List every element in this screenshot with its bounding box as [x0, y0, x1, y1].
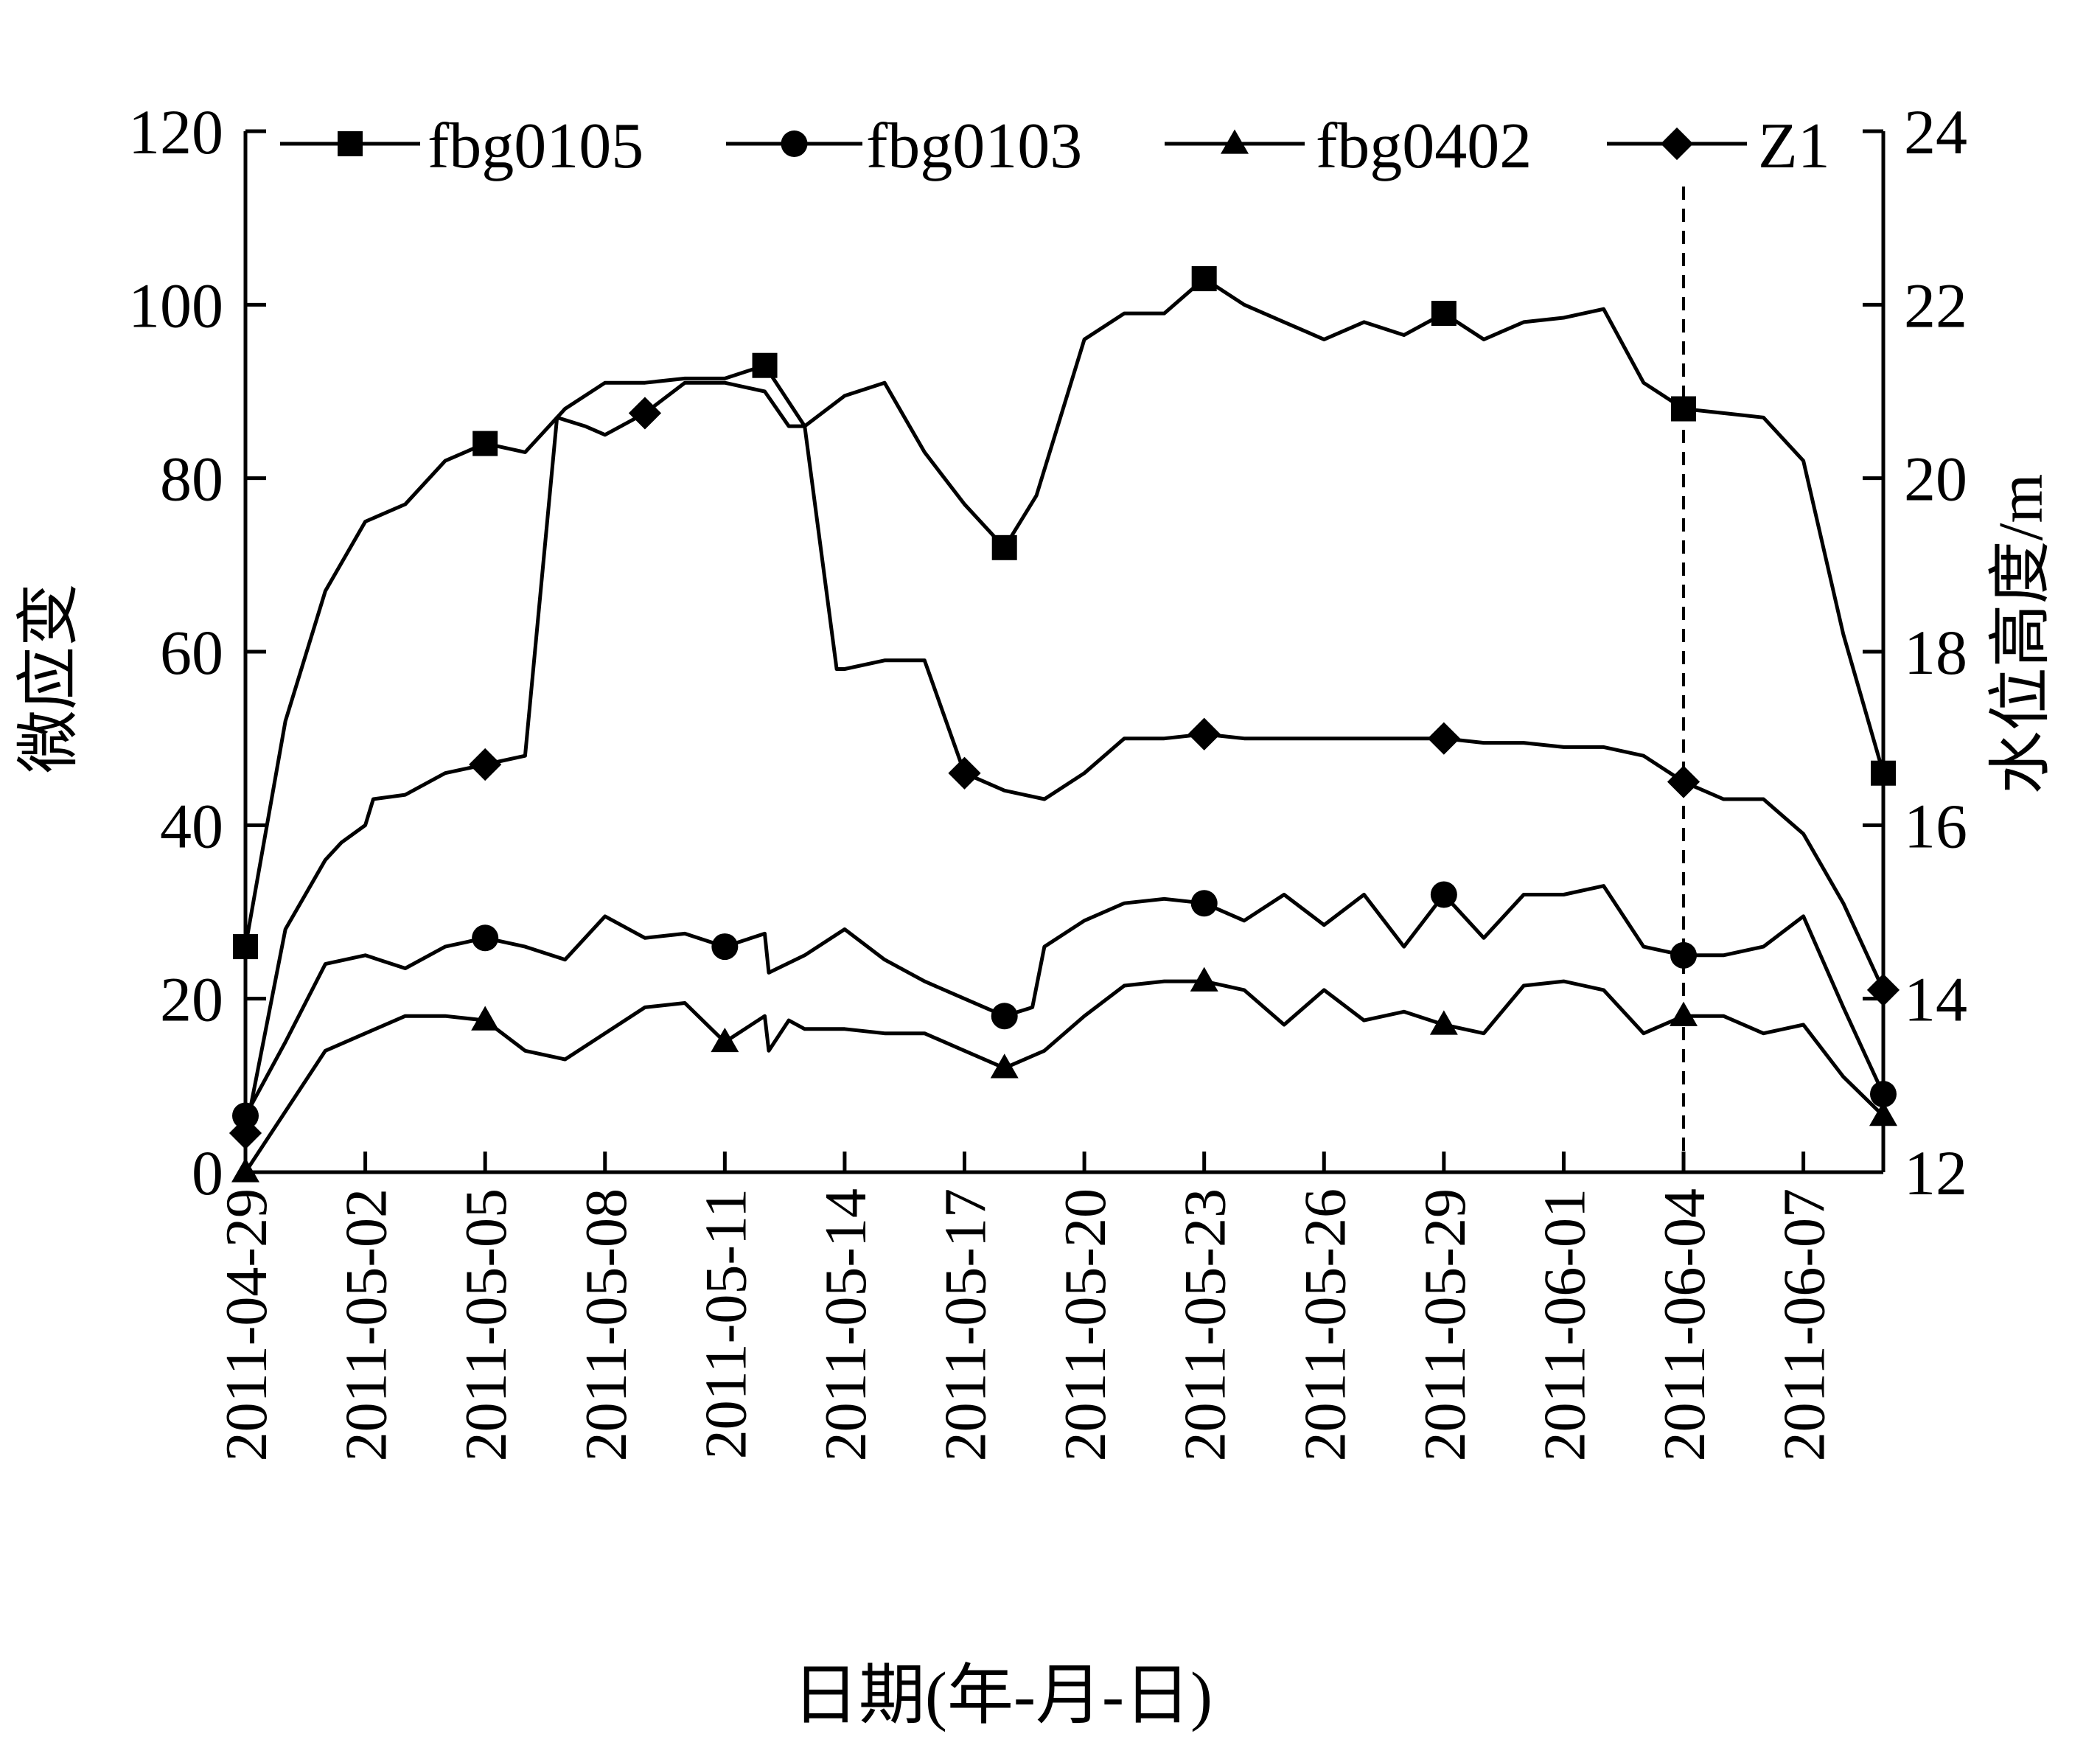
y2-tick-label: 20: [1904, 444, 1967, 515]
y-tick-label: 80: [160, 444, 223, 515]
series-layer: [229, 266, 1900, 1183]
legend-marker-Z1: [1660, 127, 1694, 161]
data-point-fbg0402: [1670, 1001, 1698, 1026]
x-tick-label: 2011-05-23: [1173, 1188, 1238, 1461]
data-point-fbg0402: [711, 1027, 739, 1053]
legend-label-fbg0402: fbg0402: [1316, 111, 1532, 182]
y-axis-label: 微应变: [13, 583, 84, 773]
y-tick-label: 120: [128, 97, 223, 167]
x-tick-label: 2011-05-29: [1413, 1188, 1478, 1461]
data-point-Z1: [469, 748, 502, 781]
y-tick-label: 0: [192, 1138, 223, 1208]
data-point-fbg0105: [1431, 301, 1457, 327]
x-tick-label: 2011-05-11: [694, 1188, 758, 1459]
data-point-fbg0103: [1870, 1081, 1897, 1108]
data-point-fbg0402: [990, 1053, 1019, 1079]
data-point-fbg0103: [1190, 890, 1218, 917]
data-point-fbg0105: [1871, 760, 1896, 786]
y2-tick-label: 22: [1904, 270, 1967, 341]
data-point-fbg0103: [1670, 941, 1698, 969]
x-tick-label: 2011-05-08: [574, 1188, 639, 1461]
data-point-fbg0402: [231, 1157, 259, 1183]
y2-axis-label: 水位高度/m: [1985, 474, 2056, 795]
legend-marker-fbg0402: [1221, 129, 1249, 154]
data-point-fbg0105: [752, 352, 778, 378]
x-tick-label: 2011-05-14: [814, 1188, 879, 1461]
x-tick-label: 2011-06-07: [1773, 1188, 1838, 1461]
data-point-fbg0105: [233, 934, 258, 960]
series-line-fbg0103: [243, 884, 1886, 1117]
x-tick-label: 2011-05-26: [1293, 1188, 1358, 1461]
y-tick-label: 40: [160, 790, 223, 861]
axes-layer: 0 20 40 60 80 100 120 12 14 16 18 20 22 24 2011-04-29 2…: [128, 97, 1967, 1461]
x-tick-label: 2011-04-29: [214, 1188, 279, 1461]
x-tick-label: 2011-06-04: [1653, 1188, 1717, 1461]
x-tick-label: 2011-05-02: [335, 1188, 400, 1461]
x-tick-label: 2011-06-01: [1532, 1188, 1597, 1461]
data-point-fbg0402: [1869, 1101, 1897, 1126]
data-point-Z1: [1866, 973, 1900, 1006]
y-tick-label: 60: [160, 617, 223, 688]
y-tick-label: 100: [128, 270, 223, 341]
data-point-fbg0105: [472, 431, 498, 456]
data-point-fbg0103: [991, 1003, 1018, 1030]
legend-marker-fbg0105: [338, 131, 363, 156]
y2-tick-label: 14: [1904, 964, 1967, 1035]
y2-tick-label: 24: [1904, 97, 1967, 167]
legend-label-fbg0105: fbg0105: [428, 111, 643, 182]
legend-label-Z1: Z1: [1758, 111, 1830, 182]
data-point-fbg0402: [1190, 966, 1218, 992]
x-tick-label: 2011-05-17: [934, 1188, 999, 1461]
series-line-fbg0402: [243, 979, 1885, 1174]
data-point-fbg0103: [711, 933, 739, 961]
y2-tick-label: 16: [1904, 790, 1967, 861]
legend-marker-fbg0103: [781, 130, 808, 157]
data-point-Z1: [1427, 722, 1460, 755]
x-tick-label: 2011-05-20: [1053, 1188, 1118, 1461]
data-point-fbg0103: [472, 924, 499, 952]
legend-label-fbg0103: fbg0103: [866, 111, 1082, 182]
data-point-Z1: [628, 397, 662, 430]
y2-tick-label: 18: [1904, 617, 1967, 688]
data-point-fbg0103: [232, 1102, 259, 1129]
data-point-fbg0402: [1429, 1010, 1458, 1035]
x-axis-label: 日期(年-月-日): [792, 1659, 1213, 1732]
data-point-fbg0402: [471, 1006, 500, 1031]
y-tick-label: 20: [160, 964, 223, 1035]
data-point-fbg0103: [1430, 881, 1457, 908]
data-point-fbg0105: [991, 534, 1017, 560]
data-point-Z1: [1187, 717, 1221, 750]
legend: fbg0105 fbg0103 fbg0402 Z1: [280, 111, 1830, 182]
data-point-fbg0105: [1191, 266, 1217, 292]
data-point-Z1: [948, 756, 981, 790]
series-line-fbg0105: [243, 276, 1886, 947]
data-point-Z1: [229, 1116, 262, 1150]
data-point-fbg0105: [1671, 396, 1697, 422]
y2-tick-label: 12: [1904, 1138, 1967, 1208]
x-tick-label: 2011-05-05: [454, 1188, 519, 1461]
data-point-Z1: [1667, 765, 1700, 798]
